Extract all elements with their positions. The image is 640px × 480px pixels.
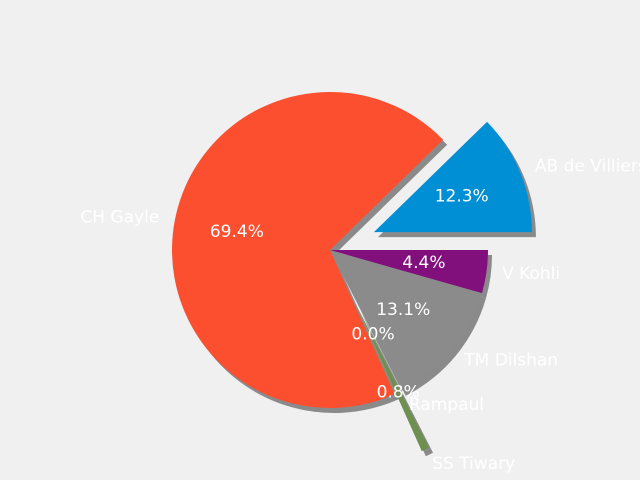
value-label: 13.1% — [376, 300, 430, 320]
category-label: SS Tiwary — [432, 454, 515, 474]
value-label: 4.4% — [402, 253, 445, 273]
category-label: V Kohli — [502, 264, 560, 284]
category-label: AB de Villiers — [535, 157, 640, 177]
value-label: 69.4% — [210, 222, 264, 242]
category-label: CH Gayle — [80, 207, 159, 227]
wedge — [330, 250, 488, 294]
value-label: 0.0% — [351, 324, 394, 344]
category-label: Rampaul — [409, 395, 484, 415]
wedge — [330, 250, 483, 391]
wedge-shadow — [361, 312, 433, 457]
value-label: 0.8% — [377, 383, 420, 403]
category-label: TM Dilshan — [463, 350, 558, 370]
wedge — [373, 121, 532, 233]
value-label: 12.3% — [435, 186, 489, 206]
wedge — [357, 307, 429, 452]
wedge — [172, 92, 444, 409]
